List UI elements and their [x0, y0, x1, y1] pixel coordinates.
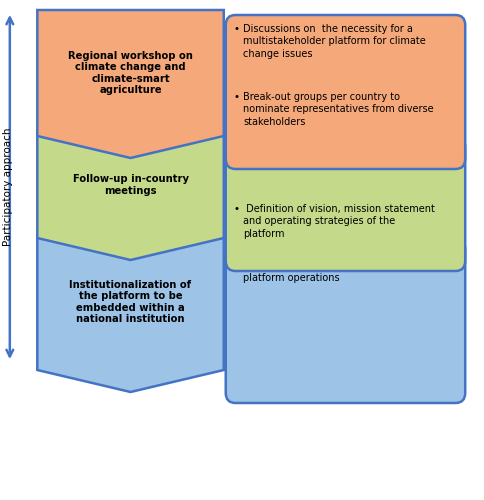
FancyBboxPatch shape	[226, 239, 465, 403]
Text: •: •	[234, 204, 240, 214]
Text: •: •	[234, 92, 240, 102]
Text: Institutionalization of
the platform to be
embedded within a
national institutio: Institutionalization of the platform to …	[70, 280, 192, 324]
Polygon shape	[37, 10, 224, 158]
FancyBboxPatch shape	[226, 15, 465, 169]
FancyBboxPatch shape	[226, 137, 465, 271]
Text: Definition of vision, mission statement
and operating strategies of the
platform: Definition of vision, mission statement …	[243, 204, 435, 239]
Text: Selection of leaders: Selection of leaders	[243, 146, 340, 156]
Text: Regional workshop on
climate change and
climate-smart
agriculture: Regional workshop on climate change and …	[68, 50, 193, 96]
Text: •: •	[234, 146, 240, 156]
Text: Break-out groups per country to
nominate representatives from diverse
stakeholde: Break-out groups per country to nominate…	[243, 92, 434, 127]
Text: •: •	[234, 24, 240, 34]
Text: Designating an institutional focal point
that will coordinate and facilitate the: Designating an institutional focal point…	[243, 248, 434, 283]
Text: Participatory approach: Participatory approach	[3, 128, 13, 246]
Text: •: •	[234, 248, 240, 258]
Polygon shape	[37, 132, 224, 260]
Polygon shape	[37, 234, 224, 392]
Text: Discussions on  the necessity for a
multistakeholder platform for climate
change: Discussions on the necessity for a multi…	[243, 24, 426, 59]
Text: Follow-up in-country
meetings: Follow-up in-country meetings	[73, 174, 189, 196]
